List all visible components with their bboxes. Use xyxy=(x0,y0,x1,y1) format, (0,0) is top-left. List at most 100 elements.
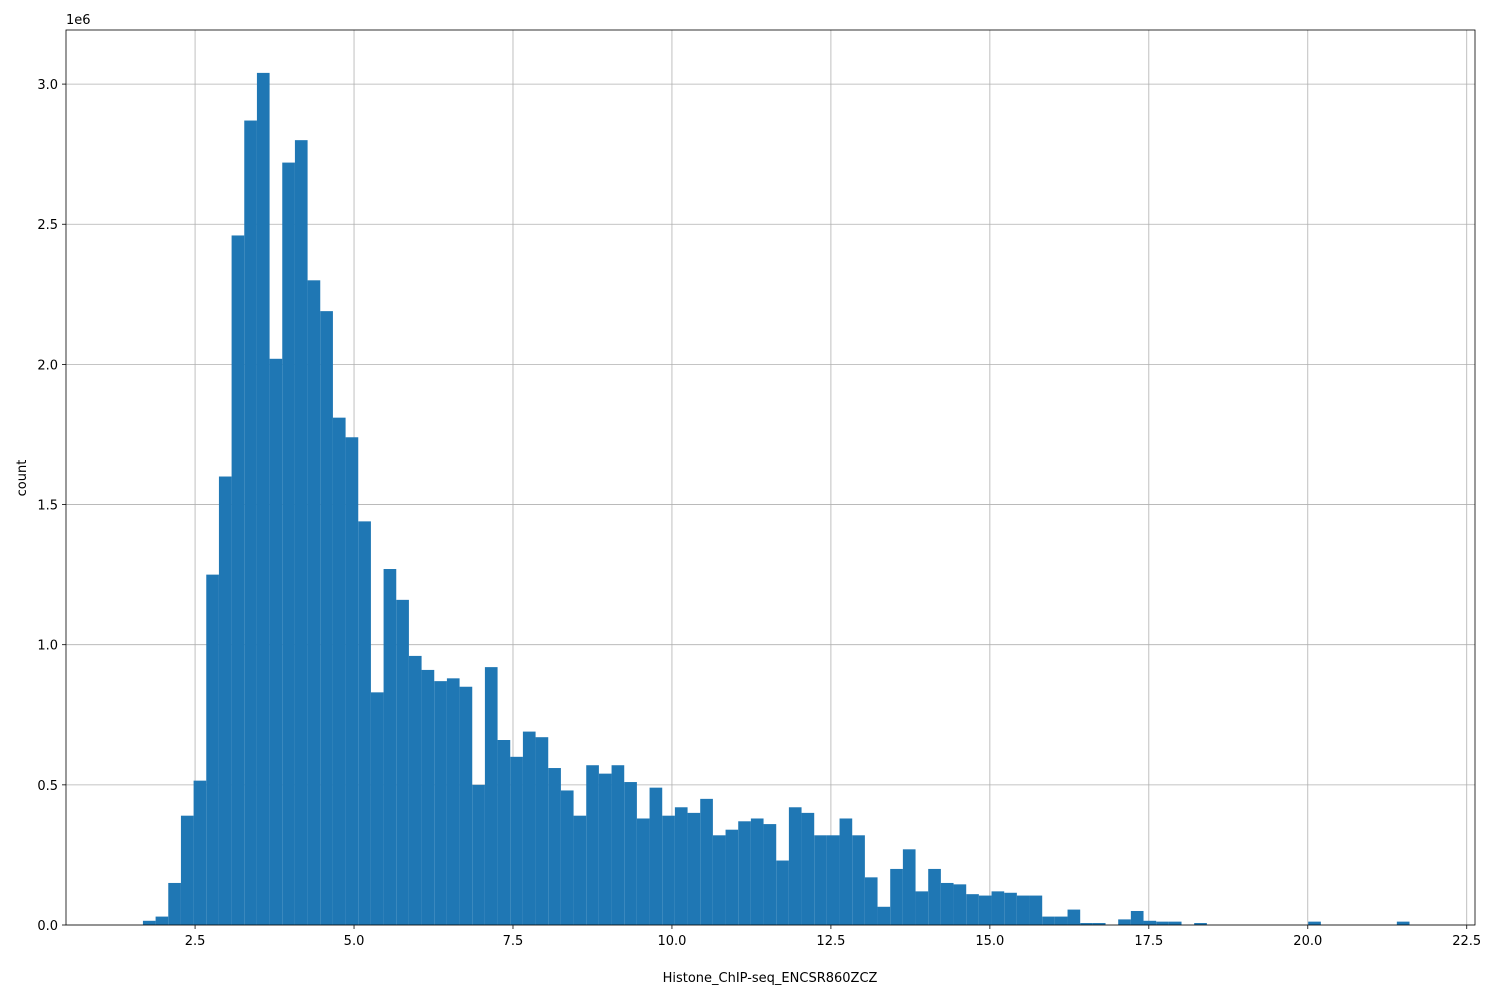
bar xyxy=(1080,923,1093,925)
x-tick-label: 10.0 xyxy=(657,934,686,949)
bar xyxy=(991,891,1005,925)
bar xyxy=(522,731,536,925)
x-tick-label: 2.5 xyxy=(185,934,206,949)
y-offset-label: 1e6 xyxy=(66,13,91,28)
y-tick-label: 3.0 xyxy=(37,78,58,93)
bar xyxy=(332,417,346,925)
bar xyxy=(750,818,764,925)
bar xyxy=(687,812,701,925)
bar xyxy=(776,860,789,925)
bar xyxy=(662,815,675,925)
bar xyxy=(864,877,878,925)
bar xyxy=(218,476,232,925)
y-tick-label: 1.0 xyxy=(37,639,58,654)
bar xyxy=(168,882,181,925)
x-axis-label: Histone_ChIP-seq_ENCSR860ZCZ xyxy=(663,971,878,986)
y-tick-label: 0.0 xyxy=(37,919,58,934)
bar xyxy=(649,787,663,925)
bar xyxy=(1143,920,1157,925)
bar xyxy=(1054,916,1068,925)
bar xyxy=(434,681,447,925)
x-tick-label: 5.0 xyxy=(344,934,365,949)
bar xyxy=(915,891,929,925)
bar xyxy=(155,916,169,925)
bar xyxy=(839,818,853,925)
bar xyxy=(408,655,422,925)
bar xyxy=(928,868,941,925)
x-tick-label: 17.5 xyxy=(1134,934,1163,949)
y-tick-label: 0.5 xyxy=(37,779,58,794)
bar xyxy=(700,798,713,925)
x-tick-label: 22.5 xyxy=(1452,934,1481,949)
bar xyxy=(459,686,473,925)
bar xyxy=(396,599,409,925)
bar xyxy=(548,768,561,925)
bar xyxy=(966,894,979,925)
bar xyxy=(535,737,549,925)
bar xyxy=(902,849,916,925)
plot-frame xyxy=(65,29,1476,926)
bar xyxy=(712,835,726,925)
bar xyxy=(1042,916,1055,925)
bar xyxy=(586,765,599,925)
bar xyxy=(852,835,865,925)
bar xyxy=(294,140,308,926)
y-axis-label: count xyxy=(15,460,30,497)
bar xyxy=(940,882,954,925)
y-tick-label: 2.5 xyxy=(37,218,58,233)
bar xyxy=(142,920,156,925)
bar xyxy=(598,773,612,925)
x-tick-label: 12.5 xyxy=(816,934,845,949)
bar xyxy=(1156,921,1169,925)
bar xyxy=(611,765,625,925)
bar xyxy=(383,569,397,925)
bar xyxy=(877,906,891,925)
y-tick-label: 2.0 xyxy=(37,358,58,373)
bar xyxy=(826,835,840,925)
bar xyxy=(370,692,384,925)
bar xyxy=(484,667,498,925)
bar xyxy=(231,235,245,925)
bar xyxy=(1029,895,1043,925)
bar xyxy=(1004,892,1017,925)
bar xyxy=(1118,919,1131,925)
bar xyxy=(978,895,992,925)
bar xyxy=(193,780,207,925)
bar xyxy=(1194,923,1207,925)
x-tick-label: 15.0 xyxy=(975,934,1004,949)
bar xyxy=(244,120,257,925)
bar xyxy=(1308,921,1321,925)
bar xyxy=(446,678,460,925)
bar xyxy=(282,162,295,925)
bar xyxy=(763,824,777,925)
bar xyxy=(1092,923,1106,925)
bar xyxy=(814,835,827,925)
bar xyxy=(206,574,219,925)
bar xyxy=(180,815,194,925)
bar xyxy=(421,669,435,925)
bar xyxy=(497,740,511,925)
bar xyxy=(320,311,333,925)
bar xyxy=(573,815,587,925)
bar xyxy=(738,821,751,925)
bar xyxy=(624,782,637,925)
bar xyxy=(801,812,815,925)
bar xyxy=(472,784,485,925)
bar xyxy=(345,437,359,925)
bar xyxy=(269,358,283,925)
bar xyxy=(510,756,523,925)
bar xyxy=(890,868,903,925)
bar xyxy=(1168,921,1182,925)
x-tick-label: 7.5 xyxy=(503,934,524,949)
bar xyxy=(636,818,650,925)
bar xyxy=(1130,910,1144,925)
bar xyxy=(674,807,688,925)
bar xyxy=(1016,895,1030,925)
bar xyxy=(788,807,802,925)
bar xyxy=(725,829,739,925)
bar xyxy=(953,884,967,925)
bar xyxy=(256,72,270,926)
x-tick-label: 20.0 xyxy=(1293,934,1322,949)
bar xyxy=(1396,921,1410,925)
